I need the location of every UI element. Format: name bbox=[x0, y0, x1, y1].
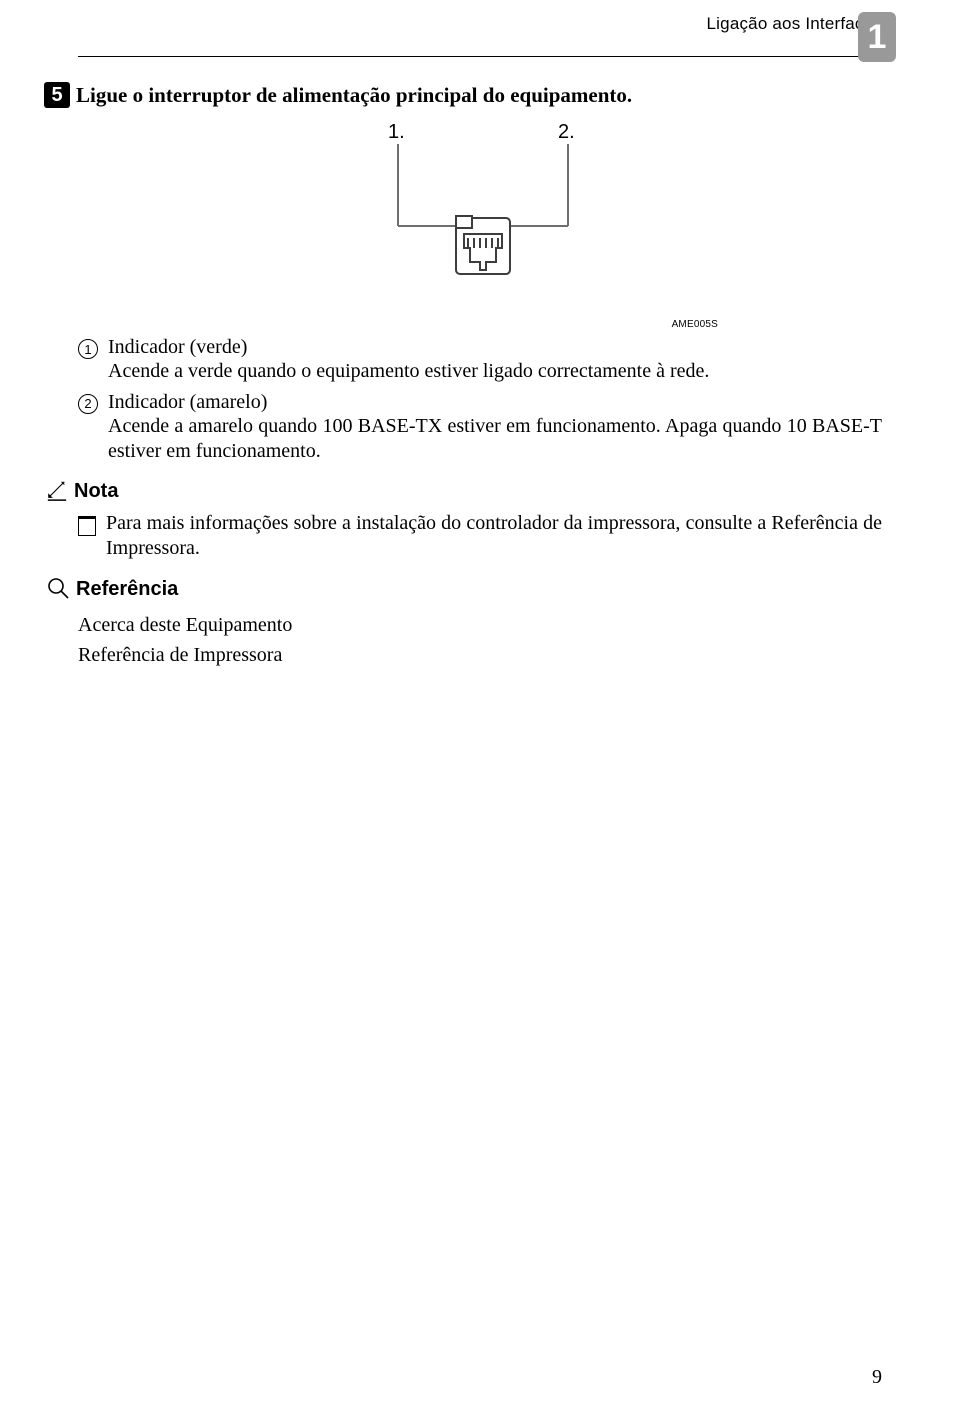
step-row: 5 Ligue o interruptor de alimentação pri… bbox=[44, 83, 882, 110]
indicator-body: Acende a verde quando o equipamento esti… bbox=[108, 359, 882, 385]
diagram-label-1: 1. bbox=[388, 121, 405, 143]
nota-bullet: Para mais informações sobre a instalação… bbox=[78, 511, 882, 562]
indicator-title: Indicador (amarelo) bbox=[108, 391, 882, 414]
referencia-label: Referência bbox=[76, 578, 178, 601]
magnifier-icon bbox=[46, 576, 70, 604]
connector-diagram: 1. 2. bbox=[270, 120, 690, 330]
indicator-item: 2 Indicador (amarelo) Acende a amarelo q… bbox=[78, 391, 882, 465]
chapter-badge: 1 bbox=[858, 12, 896, 62]
referencia-line: Acerca deste Equipamento bbox=[78, 610, 882, 640]
page-number: 9 bbox=[872, 1366, 882, 1389]
nota-heading: Nota bbox=[46, 479, 882, 505]
header-divider bbox=[78, 56, 882, 57]
step-text: Ligue o interruptor de alimentação princ… bbox=[76, 83, 632, 108]
diagram-code: AME005S bbox=[672, 319, 718, 330]
nota-body: Para mais informações sobre a instalação… bbox=[106, 511, 882, 562]
referencia-heading: Referência bbox=[46, 576, 882, 604]
circled-number-1: 1 bbox=[78, 339, 98, 359]
circled-number-2: 2 bbox=[78, 394, 98, 414]
bullet-box-icon bbox=[78, 516, 96, 536]
page-header: Ligação aos Interfaces bbox=[78, 14, 882, 34]
step-number-badge: 5 bbox=[44, 82, 70, 108]
diagram-svg: 1. 2. bbox=[270, 120, 690, 330]
nota-label: Nota bbox=[74, 480, 118, 503]
document-page: Ligação aos Interfaces 5 Ligue o interru… bbox=[0, 0, 960, 1413]
indicator-item: 1 Indicador (verde) Acende a verde quand… bbox=[78, 336, 882, 385]
pencil-icon bbox=[46, 479, 68, 505]
referencia-line: Referência de Impressora bbox=[78, 640, 882, 670]
indicator-title: Indicador (verde) bbox=[108, 336, 882, 359]
indicator-list: 1 Indicador (verde) Acende a verde quand… bbox=[78, 336, 882, 465]
diagram-label-2: 2. bbox=[558, 121, 575, 143]
referencia-list: Acerca deste Equipamento Referência de I… bbox=[78, 610, 882, 670]
indicator-body: Acende a amarelo quando 100 BASE-TX esti… bbox=[108, 414, 882, 465]
